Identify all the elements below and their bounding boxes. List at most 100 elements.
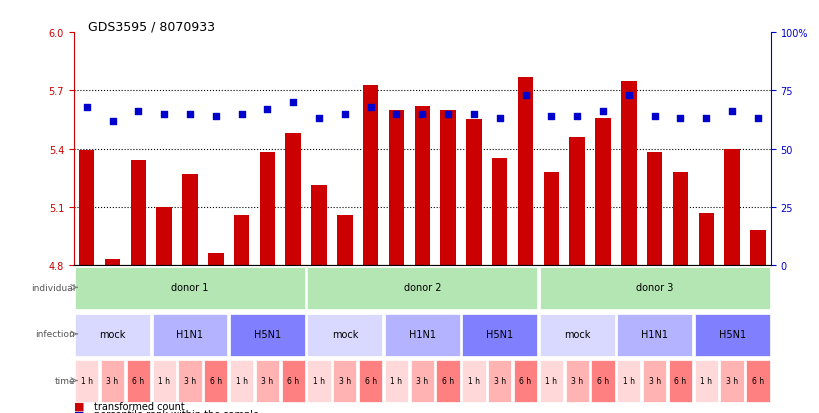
Text: 6 h: 6 h: [210, 376, 222, 385]
Text: 6 h: 6 h: [441, 376, 454, 385]
FancyBboxPatch shape: [487, 361, 511, 402]
FancyBboxPatch shape: [668, 361, 691, 402]
Text: 1 h: 1 h: [699, 376, 712, 385]
FancyBboxPatch shape: [720, 361, 743, 402]
FancyBboxPatch shape: [359, 361, 382, 402]
FancyBboxPatch shape: [229, 361, 253, 402]
Point: [209, 113, 222, 120]
Bar: [595, 118, 610, 265]
FancyBboxPatch shape: [590, 361, 614, 402]
Bar: [260, 153, 275, 265]
Text: donor 3: donor 3: [636, 282, 672, 293]
Bar: [491, 159, 507, 265]
Bar: [517, 78, 532, 265]
Text: 3 h: 3 h: [570, 376, 582, 385]
Bar: [646, 153, 662, 265]
Text: H5N1: H5N1: [486, 329, 513, 339]
FancyBboxPatch shape: [307, 268, 536, 309]
Bar: [414, 107, 429, 265]
FancyBboxPatch shape: [745, 361, 768, 402]
FancyBboxPatch shape: [152, 361, 175, 402]
Text: ■: ■: [74, 409, 84, 413]
Point: [647, 113, 660, 120]
FancyBboxPatch shape: [694, 314, 768, 356]
Text: transformed count: transformed count: [94, 401, 185, 411]
Point: [441, 111, 454, 118]
Text: H1N1: H1N1: [409, 329, 435, 339]
FancyBboxPatch shape: [281, 361, 305, 402]
Point: [595, 109, 609, 115]
Text: donor 1: donor 1: [171, 282, 208, 293]
FancyBboxPatch shape: [229, 314, 305, 356]
Text: 1 h: 1 h: [80, 376, 93, 385]
Point: [544, 113, 557, 120]
FancyBboxPatch shape: [256, 361, 278, 402]
Point: [570, 113, 583, 120]
Point: [622, 93, 635, 99]
Bar: [285, 134, 301, 265]
Point: [157, 111, 170, 118]
Bar: [672, 172, 687, 265]
FancyBboxPatch shape: [75, 268, 305, 309]
Text: individual: individual: [30, 283, 75, 292]
Text: 1 h: 1 h: [390, 376, 402, 385]
FancyBboxPatch shape: [101, 361, 124, 402]
Point: [673, 116, 686, 122]
Bar: [363, 85, 378, 265]
Bar: [208, 254, 224, 265]
FancyBboxPatch shape: [333, 361, 356, 402]
Text: 3 h: 3 h: [106, 376, 119, 385]
Text: 3 h: 3 h: [648, 376, 660, 385]
FancyBboxPatch shape: [179, 361, 201, 402]
FancyBboxPatch shape: [694, 361, 717, 402]
Point: [492, 116, 505, 122]
Bar: [723, 149, 739, 265]
FancyBboxPatch shape: [462, 361, 485, 402]
Text: H1N1: H1N1: [640, 329, 667, 339]
FancyBboxPatch shape: [436, 361, 459, 402]
Point: [106, 118, 119, 125]
Text: 6 h: 6 h: [132, 376, 144, 385]
Text: 1 h: 1 h: [545, 376, 557, 385]
FancyBboxPatch shape: [307, 361, 330, 402]
Bar: [337, 215, 352, 265]
Text: mock: mock: [99, 329, 125, 339]
Text: 6 h: 6 h: [596, 376, 609, 385]
FancyBboxPatch shape: [462, 314, 536, 356]
Bar: [233, 215, 249, 265]
Text: 1 h: 1 h: [468, 376, 479, 385]
Text: donor 2: donor 2: [403, 282, 441, 293]
Bar: [105, 259, 120, 265]
FancyBboxPatch shape: [617, 361, 640, 402]
Text: percentile rank within the sample: percentile rank within the sample: [94, 409, 259, 413]
FancyBboxPatch shape: [204, 361, 227, 402]
Point: [338, 111, 351, 118]
Point: [750, 116, 763, 122]
Text: mock: mock: [563, 329, 590, 339]
Text: mock: mock: [331, 329, 358, 339]
Bar: [620, 81, 636, 265]
Text: 1 h: 1 h: [235, 376, 247, 385]
Point: [260, 107, 274, 113]
Point: [518, 93, 532, 99]
Point: [235, 111, 248, 118]
Text: H5N1: H5N1: [254, 329, 281, 339]
Bar: [79, 151, 94, 265]
Point: [132, 109, 145, 115]
Text: 6 h: 6 h: [673, 376, 686, 385]
Point: [183, 111, 197, 118]
Text: 6 h: 6 h: [751, 376, 763, 385]
Text: time: time: [54, 376, 75, 385]
Bar: [466, 120, 481, 265]
FancyBboxPatch shape: [384, 314, 459, 356]
Text: H5N1: H5N1: [717, 329, 744, 339]
FancyBboxPatch shape: [617, 314, 691, 356]
Text: GDS3595 / 8070933: GDS3595 / 8070933: [88, 20, 215, 33]
Text: 3 h: 3 h: [261, 376, 274, 385]
Point: [312, 116, 325, 122]
FancyBboxPatch shape: [514, 361, 536, 402]
Point: [415, 111, 428, 118]
FancyBboxPatch shape: [642, 361, 665, 402]
Bar: [130, 161, 146, 265]
Text: ■: ■: [74, 401, 84, 411]
